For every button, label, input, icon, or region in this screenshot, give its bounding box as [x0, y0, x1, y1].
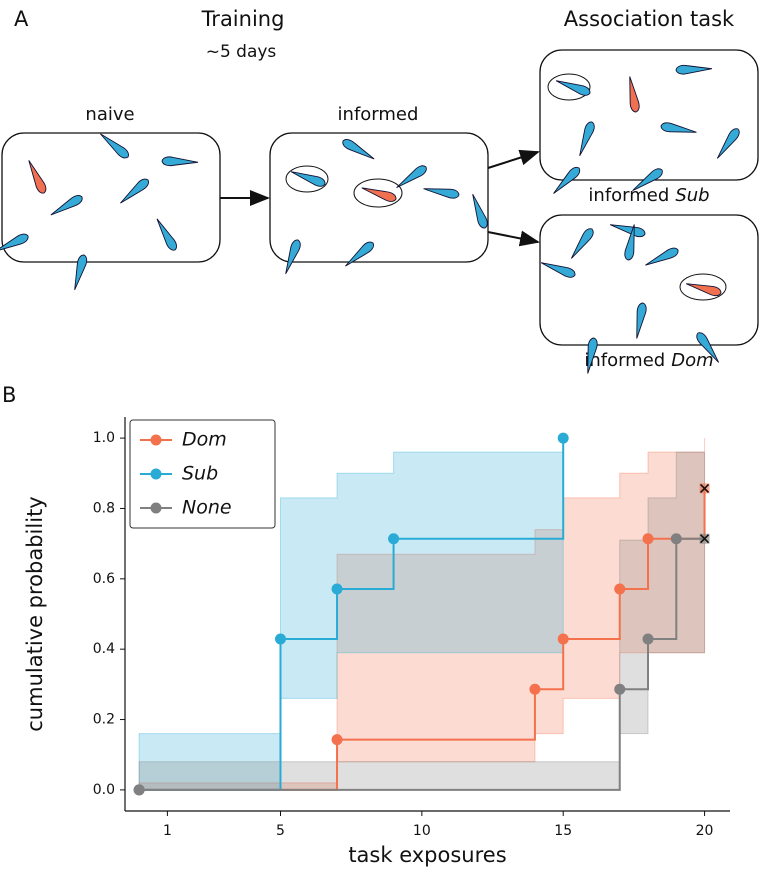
legend-marker — [150, 434, 162, 446]
point — [331, 734, 343, 746]
point — [529, 683, 541, 695]
x-tick-label: 20 — [696, 823, 714, 839]
arrow — [487, 149, 540, 169]
legend-label: Dom — [182, 429, 227, 451]
point — [133, 784, 145, 796]
y-axis-label: cumulative probability — [23, 496, 47, 731]
y-tick-label: 1.0 — [93, 430, 115, 446]
point — [388, 533, 400, 545]
legend-marker — [150, 468, 162, 480]
legend-marker — [150, 502, 162, 514]
subheading: ~5 days — [206, 42, 277, 62]
legend-box — [129, 419, 276, 529]
panel-a: A Training ~5 days Association task naiv… — [0, 7, 759, 375]
y-tick-label: 0.6 — [93, 571, 115, 587]
point — [331, 583, 343, 595]
legend-label: Sub — [182, 463, 218, 485]
censor-marker — [699, 483, 710, 494]
box-label: informed Sub — [588, 185, 709, 206]
panel-label: B — [2, 383, 16, 407]
y-tick-label: 0.8 — [93, 500, 115, 516]
tank — [269, 132, 489, 263]
point — [642, 633, 654, 645]
point — [670, 533, 682, 545]
heading: Training — [201, 7, 285, 31]
legend-label: None — [182, 497, 232, 519]
point — [557, 432, 569, 444]
point — [614, 583, 626, 595]
point — [614, 683, 626, 695]
point — [557, 633, 569, 645]
y-tick-label: 0.4 — [93, 641, 115, 657]
tank — [1, 132, 221, 263]
x-tick-label: 10 — [413, 823, 431, 839]
tank — [539, 49, 759, 181]
x-tick-label: 1 — [163, 823, 172, 839]
x-tick-label: 15 — [554, 823, 572, 839]
y-tick-label: 0.0 — [93, 782, 115, 798]
censor-cross — [699, 483, 710, 493]
x-axis-label: task exposures — [348, 843, 506, 867]
arrow — [487, 230, 540, 247]
censor-cross — [699, 534, 710, 544]
censor-marker — [699, 533, 710, 544]
tank — [539, 214, 759, 346]
box-label: naive — [85, 104, 134, 125]
point — [274, 633, 286, 645]
box-label: informed — [338, 104, 419, 125]
y-tick-label: 0.2 — [93, 712, 115, 728]
x-tick-label: 5 — [276, 823, 285, 839]
box-label: informed Dom — [584, 350, 713, 371]
step-line — [139, 537, 705, 791]
heading: Association task — [564, 7, 735, 31]
point — [642, 533, 654, 545]
panel-label: A — [14, 7, 29, 31]
fish-group — [0, 63, 743, 375]
